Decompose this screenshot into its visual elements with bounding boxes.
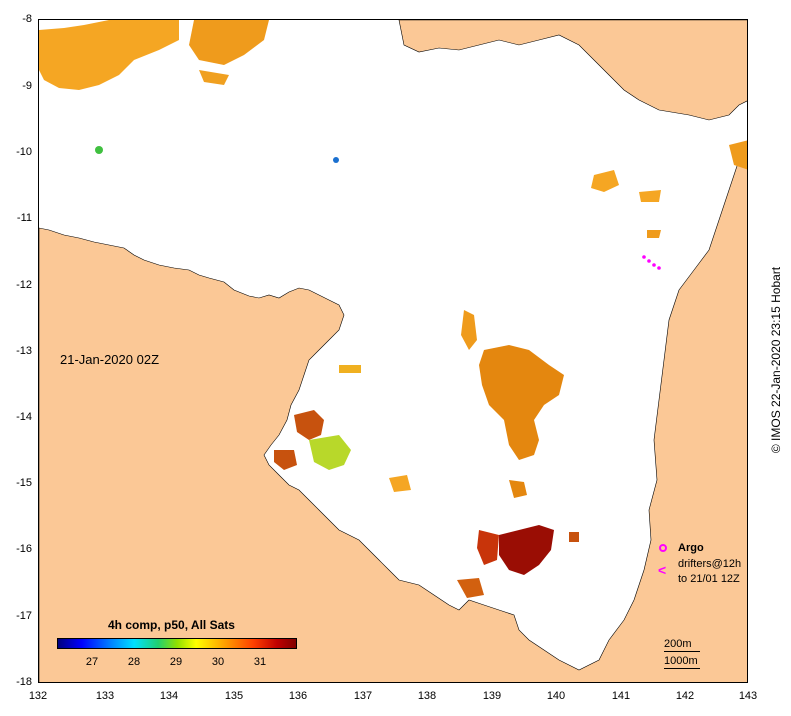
drifter-track [642, 255, 661, 270]
lon-tick: 143 [738, 690, 758, 702]
depth-200-label: 200m [664, 638, 692, 650]
sst-patch-n2 [199, 70, 229, 85]
drifter-label: drifters@12h to 21/01 12Z [678, 557, 741, 587]
land-new-guinea [398, 20, 747, 121]
sst-patch-coastal-w3 [274, 450, 297, 470]
sst-patch-coastal-w2 [309, 435, 351, 470]
sst-patches [39, 20, 747, 598]
land-cape-york [39, 143, 747, 682]
argo-marker-icon [659, 544, 667, 552]
colorbar-tick: 31 [253, 656, 267, 668]
sst-patch-right2 [639, 190, 661, 202]
sst-patch-coastal-w [294, 410, 324, 440]
lat-tick: -11 [16, 212, 32, 224]
depth-1000-line [664, 668, 700, 669]
lon-tick: 142 [675, 690, 695, 702]
lat-tick: -15 [16, 477, 32, 489]
depth-200-line [664, 651, 700, 652]
lat-tick: -8 [22, 13, 32, 25]
lat-tick: -14 [16, 411, 32, 423]
lon-tick: 137 [353, 690, 373, 702]
map-frame[interactable] [38, 19, 748, 683]
credit-text: © IMOS 22-Jan-2020 23:15 Hobart [769, 266, 783, 454]
sst-dot-green [95, 146, 103, 154]
sst-patch-w1 [389, 475, 411, 492]
lat-tick: -18 [16, 676, 32, 688]
lat-tick: -16 [16, 543, 32, 555]
drifter-label-line2: to 21/01 12Z [678, 573, 740, 585]
depth-1000-label: 1000m [664, 655, 698, 667]
sst-patch-n1 [189, 20, 269, 65]
date-label: 21-Jan-2020 02Z [60, 352, 160, 367]
lat-tick: -13 [16, 345, 32, 357]
map-canvas[interactable] [39, 20, 748, 683]
colorbar-tick: 30 [211, 656, 225, 668]
sst-patch-right1 [591, 170, 619, 192]
lon-tick: 132 [28, 690, 48, 702]
colorbar-title: 4h comp, p50, All Sats [108, 618, 235, 632]
sst-patch-center-n [461, 310, 477, 350]
lon-tick: 134 [159, 690, 179, 702]
lon-tick: 138 [417, 690, 437, 702]
lon-tick: 141 [611, 690, 631, 702]
lat-tick: -17 [16, 610, 32, 622]
sst-patch-s3 [569, 532, 579, 542]
lat-tick: -12 [16, 279, 32, 291]
sst-patch-center [479, 345, 564, 460]
argo-label: Argo [678, 542, 704, 554]
lon-tick: 136 [288, 690, 308, 702]
colorbar-tick: 29 [169, 656, 183, 668]
sst-dot-blue [333, 157, 339, 163]
sst-patch-warm-s [499, 525, 554, 575]
sst-patch-ne [729, 140, 747, 170]
colorbar [57, 638, 297, 649]
lat-tick: -9 [22, 80, 32, 92]
sst-patch-nw [39, 20, 179, 90]
colorbar-tick: 27 [85, 656, 99, 668]
sst-patch-s2 [457, 578, 484, 598]
drifter-marker-icon: < [658, 562, 667, 578]
lat-tick: -10 [16, 146, 32, 158]
lon-tick: 140 [546, 690, 566, 702]
sst-patch-w2 [339, 365, 361, 373]
lon-tick: 133 [95, 690, 115, 702]
drifter-label-line1: drifters@12h [678, 558, 742, 570]
lon-tick: 135 [224, 690, 244, 702]
sst-patch-warm-s2 [477, 530, 499, 565]
lon-tick: 139 [482, 690, 502, 702]
sst-patch-right3 [647, 230, 661, 238]
colorbar-tick: 28 [127, 656, 141, 668]
sst-patch-s1 [509, 480, 527, 498]
